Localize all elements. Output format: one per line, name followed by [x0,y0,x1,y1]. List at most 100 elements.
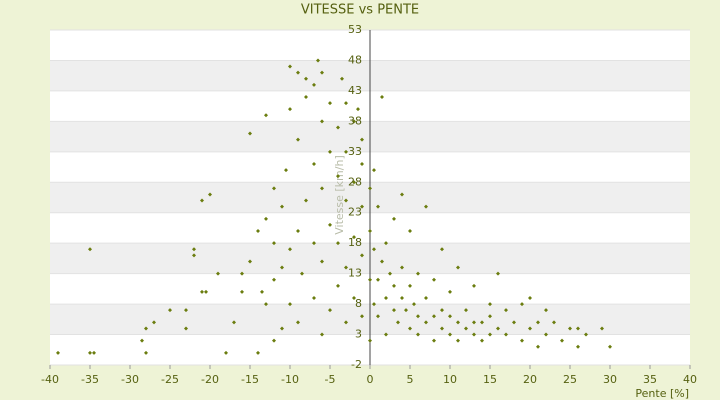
point [352,235,356,240]
point [412,302,416,307]
point [272,186,276,191]
point [416,271,420,276]
point [320,70,324,75]
x-tick-label: 20 [523,373,537,386]
x-tick-label: -20 [201,373,219,386]
point [140,338,144,343]
point [192,253,196,258]
point [56,350,60,355]
point [448,314,452,319]
point [328,149,332,154]
point [568,326,572,331]
point [272,241,276,246]
point [448,289,452,294]
point [600,326,604,331]
point [432,277,436,282]
point [528,326,532,331]
point [336,283,340,288]
point [200,198,204,203]
point [328,101,332,106]
x-tick-label: -30 [121,373,139,386]
point [432,338,436,343]
point [392,283,396,288]
point [296,70,300,75]
point [456,265,460,270]
point [456,320,460,325]
point [528,296,532,300]
point [512,320,516,325]
point [260,289,264,294]
y-tick-label: 38 [348,114,362,127]
x-tick-label: -25 [161,373,179,386]
point [488,302,492,307]
point [144,350,148,355]
point [360,204,364,209]
point [344,198,348,203]
point [280,326,284,331]
point [396,320,400,325]
point [352,180,356,185]
x-tick-label: 10 [443,373,457,386]
point [368,277,372,282]
y-tick-label: 23 [348,206,362,219]
point [288,247,292,252]
y-tick-label: 18 [348,236,362,249]
point [392,308,396,313]
point [200,289,204,294]
point [272,338,276,343]
x-tick-label: 40 [683,373,697,386]
point [404,308,408,313]
point [376,314,380,319]
point [288,302,292,307]
point [520,338,524,343]
point [344,265,348,270]
point [328,222,332,227]
point [320,119,324,124]
point [448,332,452,337]
point [344,320,348,325]
point [92,350,96,355]
point [440,308,444,313]
point [368,338,372,343]
point [544,332,548,337]
point [344,101,348,106]
point [304,76,308,81]
point [224,350,228,355]
point [304,198,308,203]
point [488,314,492,319]
point [576,344,580,349]
point [472,320,476,325]
point [264,113,268,118]
point [384,332,388,337]
x-tick-label: 25 [563,373,577,386]
x-tick-label: 5 [407,373,414,386]
point [300,271,304,276]
point [544,308,548,313]
point [304,95,308,99]
point [352,119,356,124]
point [424,204,428,209]
point [360,314,364,319]
point [240,289,244,294]
y-axis-title: Vitesse [km/h] [333,155,346,235]
point [384,296,388,300]
point [192,247,196,252]
y-tick-label: 3 [355,328,362,341]
point [424,320,428,325]
point [280,265,284,270]
point [384,241,388,246]
point [464,326,468,331]
point [248,131,252,136]
point [440,326,444,331]
point [360,162,364,166]
point [288,107,292,112]
point [392,216,396,221]
point [380,95,384,99]
point [240,271,244,276]
point [400,265,404,270]
y-tick-label: 13 [348,267,362,280]
point [144,326,148,331]
point [552,320,556,325]
point [184,326,188,331]
